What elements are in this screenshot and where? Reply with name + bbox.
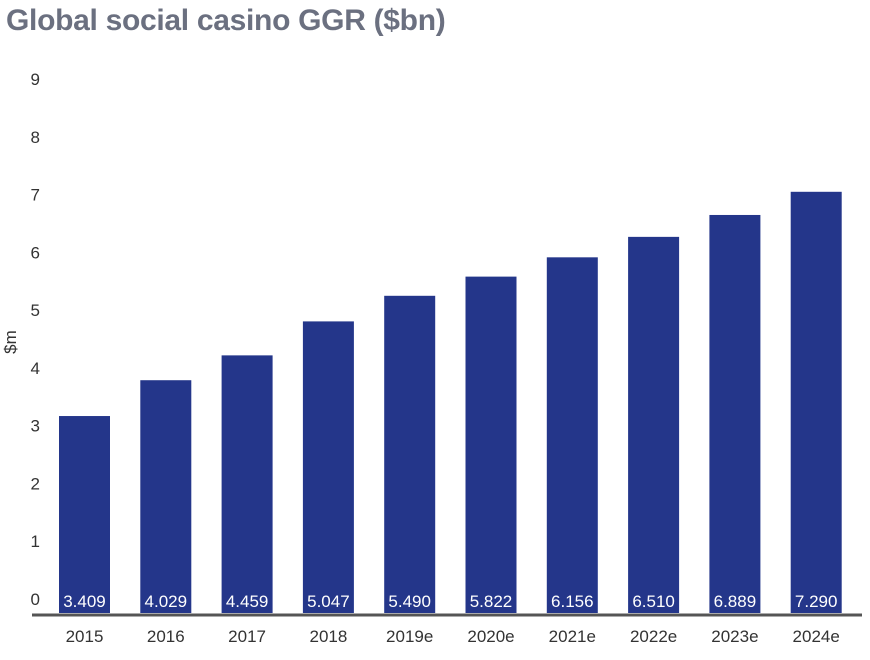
bar-value-label: 6.510 (632, 592, 675, 611)
bar (790, 191, 842, 614)
x-tick-label: 2022e (630, 627, 677, 646)
bar-value-label: 4.029 (145, 592, 188, 611)
bar (302, 321, 354, 613)
y-tick-label: 9 (31, 70, 40, 89)
bar (628, 236, 680, 613)
y-tick-label: 2 (31, 474, 40, 493)
chart-title: Global social casino GGR ($bn) (6, 4, 446, 37)
bar (709, 214, 761, 614)
bar (465, 276, 517, 613)
bar-value-label: 6.889 (714, 592, 757, 611)
y-axis-label: $m (1, 330, 20, 354)
y-axis-ticks: 0 1 2 3 4 5 6 7 8 9 (31, 70, 40, 609)
x-tick-label: 2018 (309, 627, 347, 646)
bar (140, 380, 192, 613)
y-tick-label: 7 (31, 186, 40, 205)
y-tick-label: 5 (31, 301, 40, 320)
x-tick-label: 2023e (711, 627, 758, 646)
bar-value-label: 6.156 (551, 592, 594, 611)
bar-value-label: 4.459 (226, 592, 269, 611)
x-tick-label: 2016 (147, 627, 185, 646)
y-tick-label: 4 (31, 359, 40, 378)
bar-value-label: 3.409 (63, 592, 106, 611)
bar (546, 257, 598, 613)
bars (59, 191, 842, 614)
y-tick-label: 8 (31, 128, 40, 147)
y-tick-label: 0 (31, 590, 40, 609)
x-tick-label: 2020e (467, 627, 514, 646)
bar-value-label: 7.290 (795, 592, 838, 611)
x-tick-label: 2017 (228, 627, 266, 646)
x-axis-ticks: 2015 2016 2017 2018 2019e 2020e 2021e 2022e 2023… (66, 627, 840, 646)
y-tick-label: 3 (31, 417, 40, 436)
bar (384, 295, 436, 613)
y-tick-label: 1 (31, 532, 40, 551)
bar-value-label: 5.822 (470, 592, 513, 611)
x-tick-label: 2015 (66, 627, 104, 646)
bar (59, 416, 110, 613)
value-labels: 3.409 4.029 4.459 5.047 5.490 5.822 6.156 6.510… (63, 592, 837, 611)
y-tick-label: 6 (31, 243, 40, 262)
x-tick-label: 2019e (386, 627, 433, 646)
x-tick-label: 2024e (793, 627, 840, 646)
x-tick-label: 2021e (549, 627, 596, 646)
bar-value-label: 5.047 (307, 592, 350, 611)
bar (221, 355, 273, 613)
bar-value-label: 5.490 (388, 592, 431, 611)
